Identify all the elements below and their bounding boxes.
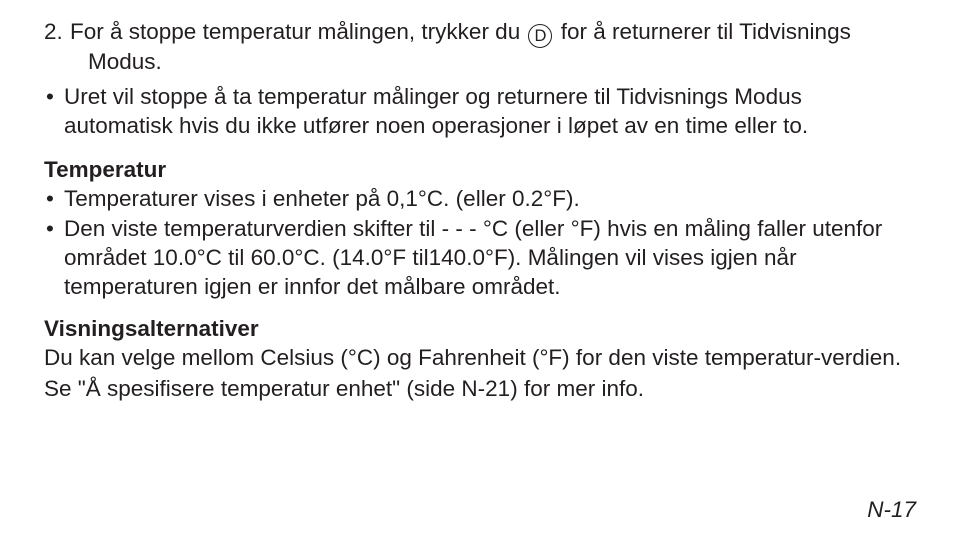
step-2-bullet-row: • Uret vil stoppe å ta temperatur måling… (44, 83, 916, 141)
temp-bullet-1-text: Temperaturer vises i enheter på 0,1°C. (… (64, 185, 916, 214)
step-2-number: 2. (44, 18, 70, 47)
step-2-line2: Modus. (70, 48, 916, 77)
display-alt-p2-row: Se "Å spesifisere temperatur enhet" (sid… (44, 375, 916, 404)
step-2-line2-row: Modus. (44, 48, 916, 77)
step-2-text: For å stoppe temperatur målingen, trykke… (70, 18, 916, 48)
step-2-before-icon: For å stoppe temperatur målingen, trykke… (70, 19, 526, 44)
page-number: N-17 (867, 497, 916, 523)
step-2-row: 2. For å stoppe temperatur målingen, try… (44, 18, 916, 48)
temp-bullet-2-text: Den viste temperaturverdien skifter til … (64, 215, 916, 301)
display-alt-p1: Du kan velge mellom Celsius (°C) og Fahr… (44, 344, 916, 373)
page-container: 2. For å stoppe temperatur målingen, try… (0, 0, 960, 541)
bullet-icon: • (44, 215, 64, 244)
step-2-after-icon: for å returnerer til Tidvisnings (554, 19, 850, 44)
temp-bullet-2-row: • Den viste temperaturverdien skifter ti… (44, 215, 916, 301)
bullet-icon: • (44, 83, 64, 112)
display-alt-p1-row: Du kan velge mellom Celsius (°C) og Fahr… (44, 344, 916, 373)
display-alt-p2: Se "Å spesifisere temperatur enhet" (sid… (44, 375, 916, 404)
temp-bullet-1-row: • Temperaturer vises i enheter på 0,1°C.… (44, 185, 916, 214)
step-2-bullet-text: Uret vil stoppe å ta temperatur målinger… (64, 83, 916, 141)
bullet-icon: • (44, 185, 64, 214)
temperature-heading: Temperatur (44, 157, 916, 183)
circled-d-icon: D (528, 24, 552, 48)
display-alternatives-heading: Visningsalternativer (44, 316, 916, 342)
